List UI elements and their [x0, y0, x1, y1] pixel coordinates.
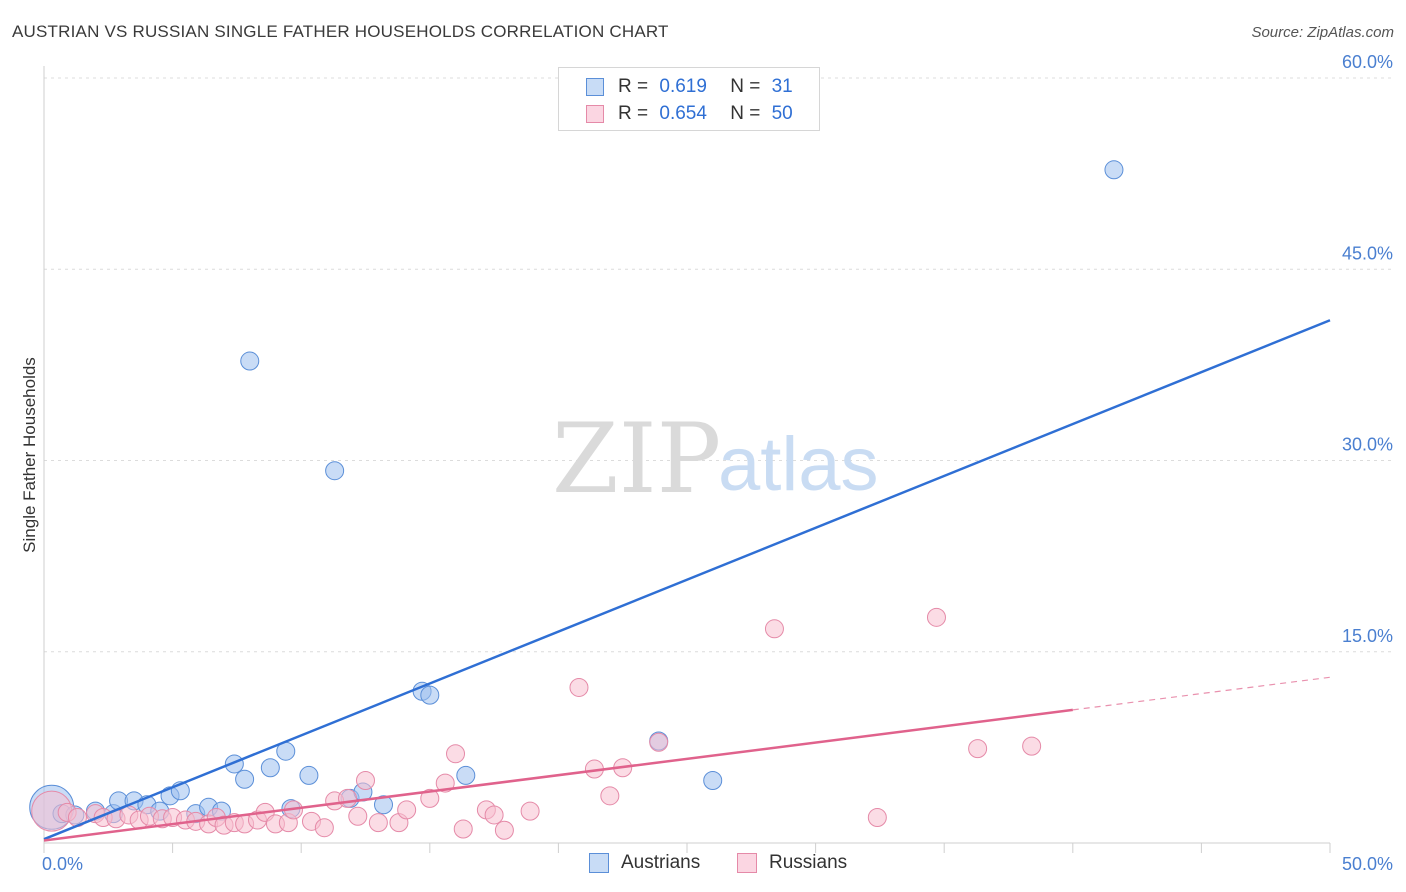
- r-label: R =: [618, 103, 649, 124]
- russians-point: [356, 771, 375, 791]
- y-tick-label: 60.0%: [1342, 52, 1393, 72]
- russians-point: [484, 805, 504, 825]
- y-tick-label: 30.0%: [1342, 435, 1393, 455]
- russians-point: [397, 800, 417, 820]
- watermark-zip: ZIP: [552, 403, 721, 515]
- watermark-atlas: atlas: [718, 422, 879, 507]
- austrians-point: [235, 769, 255, 789]
- russians-n-value: 50: [771, 103, 793, 124]
- russians-point: [348, 806, 368, 826]
- y-tick-label: 45.0%: [1342, 243, 1393, 263]
- russians-r-value: 0.654: [659, 103, 707, 124]
- russians-legend-swatch: [737, 853, 757, 873]
- austrians-legend-label: Austrians: [621, 852, 701, 873]
- russians-swatch: [586, 105, 604, 123]
- austrians-point: [456, 765, 476, 785]
- tick-labels: 15.0% 30.0% 45.0% 60.0% 0.0% 50.0%: [42, 52, 1393, 874]
- austrians-point: [260, 758, 280, 778]
- austrians-point: [703, 771, 723, 791]
- n-label: N =: [730, 103, 761, 124]
- austrians-legend-swatch: [589, 853, 609, 873]
- austrians-trend-line: [43, 319, 1331, 841]
- russians-point: [1022, 736, 1042, 756]
- russians-legend-label: Russians: [769, 852, 848, 873]
- russians-point: [368, 813, 388, 833]
- austrians-point: [374, 795, 394, 815]
- austrians-point: [420, 685, 440, 705]
- austrians-point: [299, 765, 319, 785]
- russians-point: [926, 607, 946, 627]
- n-label: N =: [730, 76, 761, 97]
- russians-point: [314, 818, 334, 838]
- russians-point: [420, 788, 440, 808]
- r-label: R =: [618, 76, 649, 97]
- source-label: Source: ZipAtlas.com: [1251, 24, 1394, 41]
- russians-point: [520, 801, 540, 821]
- y-tick-label: 15.0%: [1342, 626, 1393, 646]
- axes: [43, 66, 1331, 853]
- russians-trend-extension: [1072, 676, 1331, 711]
- russians-point: [764, 619, 784, 639]
- russians-point: [446, 744, 466, 764]
- austrians-point: [240, 351, 260, 371]
- austrians-n-value: 31: [771, 76, 793, 97]
- austrians-r-value: 0.619: [659, 76, 707, 97]
- austrians-point: [1104, 160, 1124, 180]
- russians-point: [453, 819, 473, 839]
- russians-trend-line: [43, 708, 1073, 842]
- russians-point: [649, 732, 669, 752]
- chart-title: AUSTRIAN VS RUSSIAN SINGLE FATHER HOUSEH…: [12, 22, 669, 41]
- russians-point: [337, 788, 357, 808]
- russians-point: [968, 739, 988, 759]
- austrians-point: [325, 461, 345, 481]
- trend-lines: [43, 319, 1331, 842]
- x-tick-label: 50.0%: [1342, 854, 1393, 874]
- russians-point: [494, 820, 514, 840]
- x-tick-label: 0.0%: [42, 854, 83, 874]
- stats-legend: R = 0.619 N = 31 R = 0.654 N = 50: [558, 67, 820, 131]
- data-points: [29, 160, 1124, 840]
- russians-point: [867, 808, 887, 827]
- watermark: ZIP atlas: [552, 403, 879, 515]
- russians-point: [600, 786, 620, 806]
- russians-point: [569, 677, 589, 697]
- austrians-swatch: [586, 78, 604, 96]
- russians-point: [435, 773, 455, 793]
